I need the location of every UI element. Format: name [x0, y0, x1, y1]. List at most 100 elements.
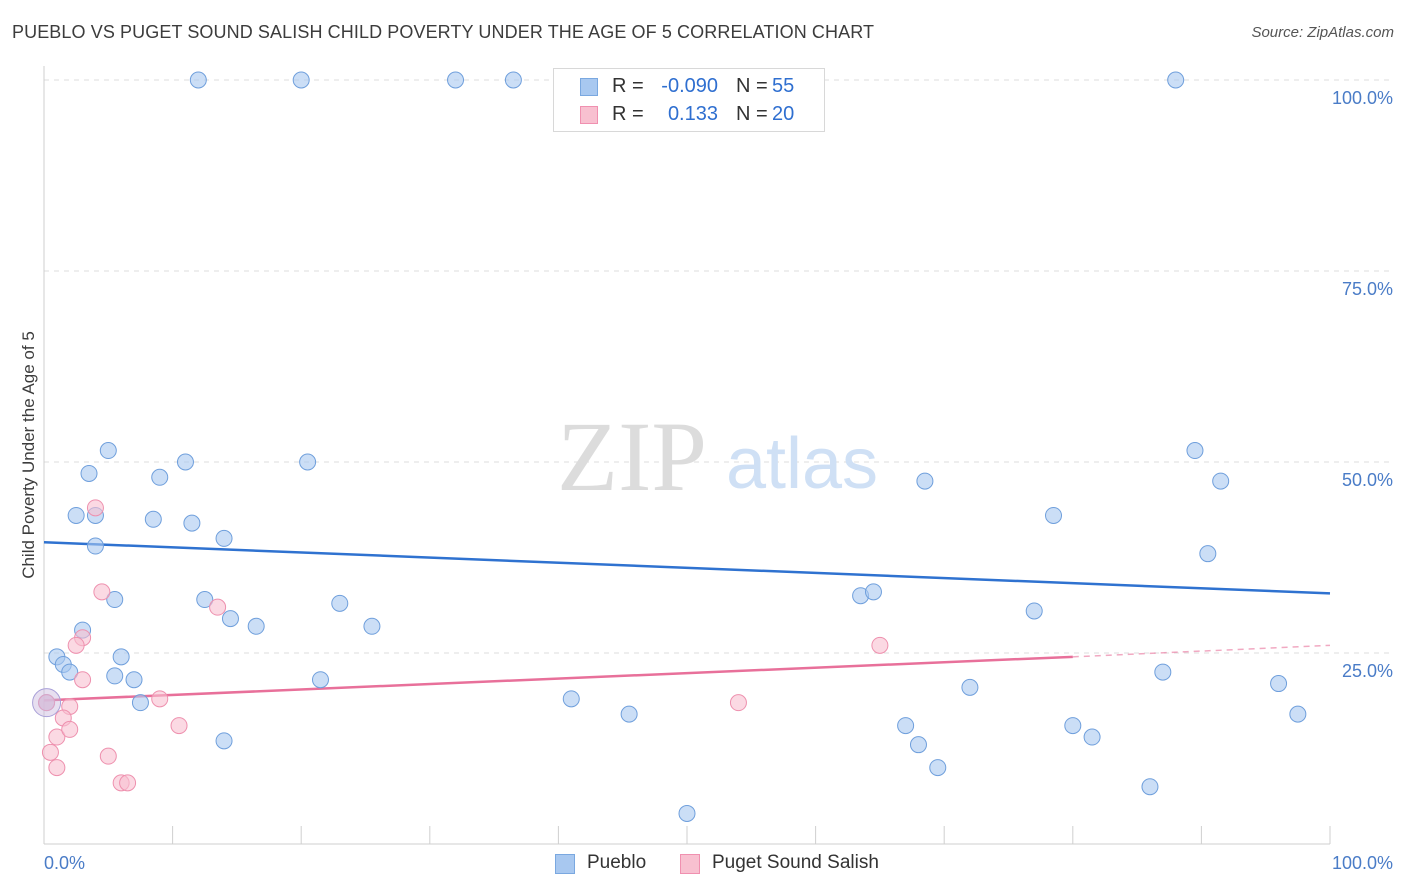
gridlines [44, 79, 1394, 654]
overlap-point [32, 688, 62, 718]
x-tick-label: 100.0% [1332, 853, 1393, 873]
legend-row-salish: R = 0.133 N = 20 [554, 100, 824, 128]
stats-legend: R = -0.090 N = 55 R = 0.133 N = 20 [553, 68, 825, 132]
pueblo-point [215, 732, 233, 750]
legend-n-value: 55 [772, 75, 795, 97]
pueblo-point [864, 583, 882, 601]
legend-swatch-pueblo [580, 78, 598, 96]
pueblo-point [112, 648, 130, 666]
pueblo-point [86, 537, 104, 555]
pueblo-point [196, 591, 214, 609]
legend-n-label: N = [736, 103, 768, 125]
chart-title: PUEBLO VS PUGET SOUND SALISH CHILD POVER… [12, 22, 875, 42]
legend-swatch-pueblo [555, 854, 575, 874]
y-tick-label: 25.0% [1342, 661, 1393, 681]
pueblo-point [189, 71, 207, 89]
legend-row-pueblo: R = -0.090 N = 55 [554, 72, 824, 100]
legend-label-pueblo: Pueblo [587, 852, 647, 873]
y-tick-label: 100.0% [1332, 88, 1393, 108]
pueblo-point [447, 71, 465, 89]
salish-point [99, 747, 117, 765]
salish-point [67, 636, 85, 654]
salish-trend-line [43, 655, 1073, 702]
pueblo-point [1154, 663, 1172, 681]
pueblo-point [106, 591, 124, 609]
salish-point [151, 690, 169, 708]
pueblo-point [331, 594, 349, 612]
salish-point [74, 671, 92, 689]
pueblo-point [183, 514, 201, 532]
pueblo-point [678, 804, 696, 822]
pueblo-point [363, 617, 381, 635]
salish-point [170, 717, 188, 735]
pueblo-point [299, 453, 317, 471]
pueblo-point [144, 510, 162, 528]
pueblo-point [1045, 506, 1063, 524]
pueblo-point [1270, 675, 1288, 693]
pueblo-point [929, 759, 947, 777]
legend-r-value: 0.133 [667, 103, 718, 125]
salish-point [871, 636, 889, 654]
legend-r-label: R = [612, 103, 644, 125]
salish-point [729, 694, 747, 712]
pueblo-point [1167, 71, 1185, 89]
pueblo-point [1212, 472, 1230, 490]
pueblo-point [897, 717, 915, 735]
pueblo-point [221, 610, 239, 628]
pueblo-point [311, 671, 329, 689]
pueblo-point [80, 464, 98, 482]
legend-swatch-salish [680, 854, 700, 874]
legend-label-salish: Puget Sound Salish [712, 852, 879, 873]
salish-trend-extension [1072, 644, 1331, 658]
salish-point [86, 499, 104, 517]
pueblo-point [176, 453, 194, 471]
pueblo-point [1083, 728, 1101, 746]
chart-source: Source: ZipAtlas.com [1251, 24, 1394, 41]
pueblo-point [247, 617, 265, 635]
data-points [32, 71, 1307, 822]
legend-swatch-salish [580, 106, 598, 124]
pueblo-point [1289, 705, 1307, 723]
pueblo-point [620, 705, 638, 723]
series-legend: Pueblo Puget Sound Salish [0, 852, 1406, 878]
salish-point [93, 583, 111, 601]
pueblo-point [916, 472, 934, 490]
pueblo-point [1199, 545, 1217, 563]
salish-point [119, 774, 137, 792]
legend-r-value: -0.090 [661, 75, 718, 97]
pueblo-point [125, 671, 143, 689]
pueblo-point [1141, 778, 1159, 796]
salish-point [209, 598, 227, 616]
salish-point [61, 720, 79, 738]
pueblo-point [61, 663, 79, 681]
axis-labels: 25.0% 50.0% 75.0% 100.0% 0.0% 100.0% Child Pov… [19, 88, 1393, 873]
pueblo-point [99, 442, 117, 460]
salish-point [38, 694, 56, 712]
y-tick-label: 75.0% [1342, 279, 1393, 299]
pueblo-point [961, 678, 979, 696]
salish-point [41, 743, 59, 761]
legend-r-label: R = [612, 75, 644, 97]
salish-point [48, 759, 66, 777]
legend-n-label: N = [736, 75, 768, 97]
pueblo-trend-line [43, 540, 1331, 595]
salish-point [48, 728, 66, 746]
pueblo-point [562, 690, 580, 708]
y-tick-label: 50.0% [1342, 470, 1393, 490]
y-axis-title: Child Poverty Under the Age of 5 [19, 331, 38, 579]
pueblo-point [131, 694, 149, 712]
pueblo-point [1025, 602, 1043, 620]
pueblo-point [1064, 717, 1082, 735]
x-tick-label: 0.0% [44, 853, 85, 873]
pueblo-point [106, 667, 124, 685]
pueblo-point [909, 736, 927, 754]
legend-n-value: 20 [772, 103, 795, 125]
watermark-zip: ZIP [557, 401, 707, 512]
trend-lines [43, 540, 1331, 702]
pueblo-point [151, 468, 169, 486]
watermark-atlas: atlas [726, 424, 878, 504]
watermark: ZIP atlas [557, 401, 878, 512]
pueblo-point [1186, 442, 1204, 460]
axes [43, 66, 1331, 845]
